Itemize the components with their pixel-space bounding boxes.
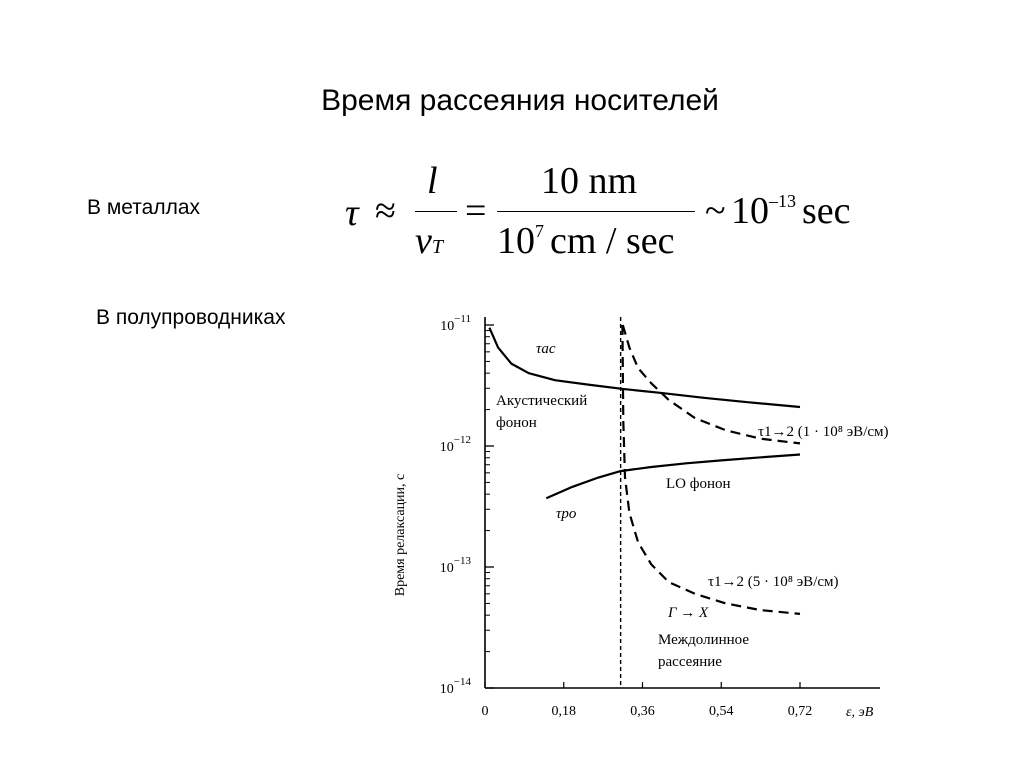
y-tick-label: 10−12 bbox=[440, 434, 471, 455]
annotation-gamma-x: Γ → X bbox=[667, 605, 709, 621]
annotation-acoustic-phonon-2: фонон bbox=[496, 415, 537, 431]
y-tick-exponent: −14 bbox=[454, 676, 472, 688]
formula-tau: τ bbox=[345, 192, 359, 234]
formula-tilde: ~ bbox=[705, 190, 726, 232]
formula-num1: l bbox=[427, 160, 438, 202]
series-line-2 bbox=[545, 453, 801, 500]
y-tick-exponent: −12 bbox=[454, 434, 471, 446]
annotation-tau-12-high: τ1→2 (5 · 10⁸ эВ/см) bbox=[708, 574, 839, 590]
formula-den2: 107 cm / sec bbox=[497, 219, 675, 263]
y-tick-exponent: −13 bbox=[454, 555, 472, 567]
formula-den2-tail: cm / sec bbox=[550, 220, 675, 262]
formula-result: 10–13 sec bbox=[731, 189, 851, 233]
y-axis-label: Время релаксации, с bbox=[393, 474, 408, 597]
x-tick-label: 0,18 bbox=[552, 704, 577, 719]
fraction-line-1 bbox=[415, 211, 457, 213]
fraction-line-2 bbox=[497, 211, 695, 213]
formula-den1-sub: T bbox=[431, 236, 443, 258]
formula-den1: vT bbox=[415, 219, 443, 263]
series-line-4 bbox=[621, 324, 801, 615]
formula-den2-sup: 7 bbox=[535, 221, 544, 241]
y-tick-label: 10−14 bbox=[440, 676, 472, 697]
x-tick-label: 0,72 bbox=[788, 704, 813, 719]
scattering-time-formula: τ ≈ l vT = 10 nm 107 cm / sec ~ 10–13 sec bbox=[345, 155, 905, 275]
y-tick-label: 10−11 bbox=[440, 313, 471, 334]
x-tick-label: 0,36 bbox=[630, 704, 655, 719]
annotation-tau-po: τpo bbox=[556, 506, 577, 522]
formula-den1-base: v bbox=[415, 220, 432, 262]
annotation-tau-ac: τac bbox=[536, 341, 556, 357]
slide-title: Время рассеяния носителей bbox=[321, 84, 719, 117]
y-tick-label: 10−13 bbox=[440, 555, 472, 576]
annotation-acoustic-phonon-1: Акустический bbox=[496, 393, 587, 409]
annotation-tau-12-low: τ1→2 (1 · 10⁸ эВ/см) bbox=[758, 424, 889, 440]
x-axis-label: ε, эВ bbox=[846, 705, 874, 720]
formula-result-unit: sec bbox=[802, 190, 851, 232]
annotation-lo-phonon: LO фонон bbox=[666, 476, 731, 492]
metals-label: В металлах bbox=[87, 196, 201, 219]
relaxation-time-chart-svg: 10−14 10−13 10−12 10−11 0 0,18 0,36 0,54 0,72 Вр… bbox=[393, 313, 889, 720]
formula-num2: 10 nm bbox=[541, 160, 638, 202]
series-line-3 bbox=[621, 324, 801, 445]
formula-equals: = bbox=[465, 190, 487, 232]
x-tick-label: 0,54 bbox=[709, 704, 734, 719]
series-line-1 bbox=[488, 327, 801, 409]
formula-result-sup: –13 bbox=[769, 191, 796, 211]
formula-den2-base: 10 bbox=[497, 220, 535, 262]
annotation-intervalley-2: рассеяние bbox=[658, 654, 722, 670]
formula-result-base: 10 bbox=[731, 190, 769, 232]
annotation-intervalley-1: Междолинное bbox=[658, 632, 749, 648]
relaxation-time-chart: 10−14 10−13 10−12 10−11 0 0,18 0,36 0,54 0,72 Вр… bbox=[380, 305, 900, 725]
semiconductors-label: В полупроводниках bbox=[96, 306, 286, 329]
y-tick-exponent: −11 bbox=[454, 313, 471, 325]
x-tick-label: 0 bbox=[482, 704, 489, 719]
formula-approx: ≈ bbox=[375, 190, 396, 232]
